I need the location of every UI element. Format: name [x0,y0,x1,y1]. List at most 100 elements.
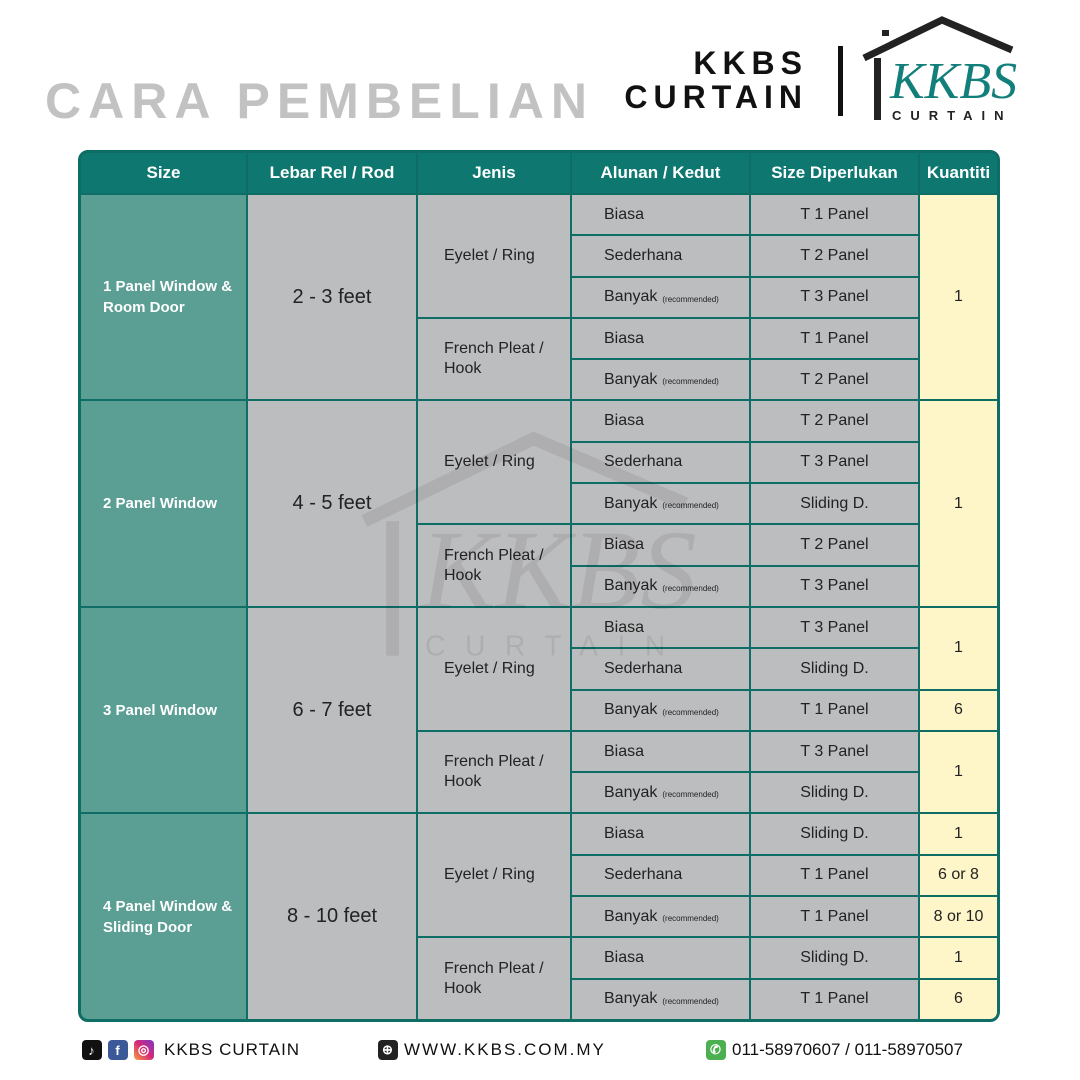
divider [838,46,843,116]
size-needed-cell: T 1 Panel [751,897,918,937]
size-cell: 2 Panel Window [81,401,246,606]
alunan-cell-text: Banyak [604,577,658,595]
facebook-icon[interactable]: f [108,1040,128,1060]
quantity-cell: 1 [920,195,997,400]
alunan-cell: Banyak (recommended) [572,690,749,730]
recommended-note: (recommended) [662,914,719,924]
svg-text:KKBS: KKBS [889,53,1017,110]
quantity-cell: 8 or 10 [920,897,997,937]
tiktok-icon[interactable]: ♪ [82,1040,102,1060]
size-cell-text: 2 Panel Window [103,495,218,513]
alunan-cell: Sederhana [572,442,749,483]
page-title: CARA PEMBELIAN [45,73,594,129]
size-needed-cell: T 1 Panel [751,979,918,1019]
alunan-cell: Banyak (recommended) [572,566,749,606]
phone-numbers[interactable]: 011-58970607 / 011-58970507 [732,1040,963,1059]
quantity-cell: 6 [920,690,997,730]
website-link[interactable]: WWW.KKBS.COM.MY [404,1040,606,1059]
size-needed-cell-text: Sliding D. [800,949,869,967]
size-cell: 3 Panel Window [81,607,246,813]
alunan-cell-text: Biasa [604,618,645,636]
alunan-cell: Banyak (recommended) [572,484,749,524]
size-needed-cell: T 2 Panel [751,401,918,441]
alunan-cell: Sederhana [572,855,749,896]
quantity-cell-text: 1 [954,288,963,306]
column-header: Size Diperlukan [751,153,918,193]
phone-info: ✆ 011-58970607 / 011-58970507 [706,1040,963,1060]
alunan-cell-text: Sederhana [604,866,683,884]
size-needed-cell-text: T 2 Panel [800,536,869,554]
column-header-text: Kuantiti [926,163,991,182]
jenis-cell-text: French Pleat / Hook [444,340,544,378]
rod-width-cell-text: 6 - 7 feet [292,698,372,721]
size-needed-cell-text: T 1 Panel [800,329,869,347]
alunan-cell-text: Banyak [604,370,658,388]
alunan-cell: Banyak (recommended) [572,360,749,400]
size-needed-cell: T 3 Panel [751,442,918,483]
quantity-cell: 1 [920,607,997,689]
alunan-cell: Biasa [572,938,749,978]
alunan-cell: Banyak (recommended) [572,979,749,1019]
recommended-note: (recommended) [662,996,719,1006]
size-needed-cell-text: Sliding D. [800,783,869,801]
jenis-cell-text: Eyelet / Ring [444,659,535,677]
alunan-cell-text: Biasa [604,412,645,430]
jenis-cell: Eyelet / Ring [418,814,570,937]
rod-width-cell-text: 2 - 3 feet [292,285,372,308]
jenis-cell-text: French Pleat / Hook [444,753,544,791]
size-needed-cell-text: T 2 Panel [800,370,869,388]
brand-line2: CURTAIN [624,79,808,115]
quantity-cell-text: 1 [954,494,963,512]
recommended-note: (recommended) [662,294,719,304]
column-header: Kuantiti [920,153,997,193]
recommended-note: (recommended) [662,790,719,800]
quantity-cell-text: 1 [954,825,963,843]
quantity-cell-text: 1 [954,639,963,657]
alunan-cell: Banyak (recommended) [572,773,749,813]
jenis-cell: French Pleat / Hook [418,318,570,400]
size-needed-cell: Sliding D. [751,938,918,978]
jenis-cell-text: French Pleat / Hook [444,546,544,584]
quantity-cell-text: 8 or 10 [933,907,984,925]
rod-width-cell-text: 8 - 10 feet [286,905,378,928]
website-info: ⊕ WWW.KKBS.COM.MY [378,1040,606,1060]
size-needed-cell-text: Sliding D. [800,825,869,843]
alunan-cell-text: Banyak [604,701,658,719]
size-needed-cell-text: T 1 Panel [800,907,869,925]
size-needed-cell: Sliding D. [751,814,918,854]
alunan-cell: Biasa [572,318,749,359]
size-needed-cell-text: T 3 Panel [800,742,869,760]
size-needed-cell-text: T 3 Panel [800,288,869,306]
column-header: Alunan / Kedut [572,153,749,193]
size-needed-cell: T 1 Panel [751,855,918,896]
size-needed-cell-text: T 1 Panel [800,866,869,884]
recommended-note: (recommended) [662,501,719,511]
size-needed-cell: T 1 Panel [751,318,918,359]
jenis-cell-text: French Pleat / Hook [444,959,544,997]
whatsapp-icon: ✆ [706,1040,726,1060]
size-cell-text: 4 Panel Window & Sliding Door [103,897,233,936]
size-needed-cell: T 2 Panel [751,236,918,276]
instagram-icon[interactable]: ◎ [134,1040,154,1060]
quantity-cell-text: 1 [954,763,963,781]
size-needed-cell-text: T 1 Panel [800,701,869,719]
brand-line1: KKBS [693,45,808,81]
alunan-cell: Biasa [572,814,749,854]
size-needed-cell-text: Sliding D. [800,659,869,677]
recommended-note: (recommended) [662,707,719,717]
size-needed-cell-text: T 2 Panel [800,412,869,430]
size-cell: 4 Panel Window & Sliding Door [81,814,246,1019]
jenis-cell-text: Eyelet / Ring [444,246,535,264]
size-needed-cell-text: T 1 Panel [800,205,869,223]
alunan-cell: Biasa [572,607,749,648]
size-cell-text: 3 Panel Window [103,701,218,719]
column-header-text: Jenis [472,163,516,182]
size-cell-text: 1 Panel Window & Room Door [103,278,233,317]
alunan-cell-text: Biasa [604,205,645,223]
jenis-cell: Eyelet / Ring [418,195,570,317]
alunan-cell: Biasa [572,731,749,772]
size-needed-cell: T 1 Panel [751,195,918,235]
size-needed-cell: Sliding D. [751,649,918,689]
jenis-cell-text: Eyelet / Ring [444,453,535,471]
size-needed-cell-text: Sliding D. [800,494,869,512]
